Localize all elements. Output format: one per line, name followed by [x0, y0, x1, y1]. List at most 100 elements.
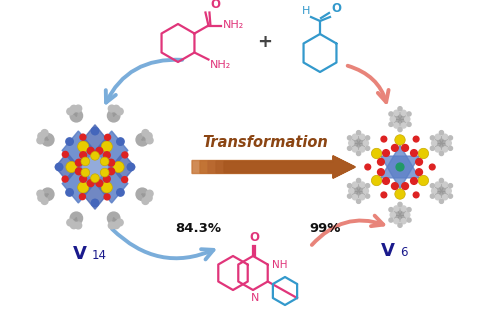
Circle shape [42, 188, 54, 200]
FancyArrow shape [200, 156, 355, 178]
Circle shape [390, 212, 396, 217]
Circle shape [394, 110, 399, 116]
Circle shape [70, 212, 82, 224]
Polygon shape [62, 131, 94, 170]
Circle shape [365, 164, 370, 170]
Circle shape [381, 192, 386, 198]
Circle shape [360, 134, 365, 139]
Circle shape [100, 168, 109, 177]
Circle shape [113, 105, 119, 112]
Circle shape [80, 134, 86, 140]
Circle shape [442, 147, 448, 152]
Circle shape [394, 218, 399, 224]
Circle shape [430, 194, 434, 198]
Text: 14: 14 [92, 249, 107, 262]
Circle shape [142, 130, 149, 136]
Circle shape [81, 157, 90, 166]
Circle shape [104, 176, 110, 182]
Circle shape [435, 182, 440, 187]
Circle shape [356, 151, 360, 155]
Circle shape [76, 168, 82, 175]
Circle shape [113, 161, 124, 173]
Circle shape [446, 188, 452, 194]
Polygon shape [111, 153, 134, 181]
Text: N: N [251, 293, 259, 303]
Circle shape [67, 219, 73, 226]
Circle shape [108, 159, 114, 166]
Circle shape [363, 188, 368, 194]
Text: NH₂: NH₂ [222, 20, 244, 30]
Circle shape [348, 136, 352, 140]
Circle shape [348, 194, 352, 198]
Text: NH₂: NH₂ [210, 61, 231, 70]
Circle shape [414, 192, 419, 198]
Polygon shape [56, 153, 79, 181]
Circle shape [407, 218, 411, 222]
Circle shape [434, 136, 448, 150]
Circle shape [381, 136, 386, 142]
Text: 6: 6 [400, 246, 407, 259]
Circle shape [62, 151, 68, 157]
Circle shape [442, 182, 448, 187]
Circle shape [389, 112, 393, 116]
Circle shape [442, 195, 448, 200]
Circle shape [442, 134, 448, 139]
Circle shape [404, 117, 410, 122]
Circle shape [360, 182, 365, 187]
Circle shape [398, 223, 402, 227]
Circle shape [435, 195, 440, 200]
Circle shape [401, 206, 406, 211]
FancyArrow shape [216, 156, 355, 178]
Circle shape [66, 161, 77, 173]
Circle shape [407, 208, 411, 212]
Circle shape [394, 123, 399, 128]
Circle shape [113, 222, 119, 229]
Circle shape [398, 128, 402, 132]
FancyArrow shape [208, 156, 355, 178]
Circle shape [80, 194, 86, 200]
Circle shape [41, 130, 48, 136]
Polygon shape [381, 145, 419, 178]
Circle shape [78, 182, 89, 193]
Circle shape [352, 134, 358, 139]
Circle shape [66, 189, 74, 196]
Circle shape [366, 136, 370, 140]
Circle shape [67, 108, 73, 115]
Circle shape [352, 182, 358, 187]
Polygon shape [96, 131, 128, 170]
Circle shape [440, 151, 444, 155]
Circle shape [116, 219, 123, 226]
Circle shape [356, 131, 360, 135]
Circle shape [136, 188, 148, 200]
Polygon shape [84, 181, 106, 209]
Text: O: O [249, 231, 259, 244]
Circle shape [352, 147, 358, 152]
Circle shape [92, 127, 98, 135]
Circle shape [366, 194, 370, 198]
Circle shape [80, 152, 86, 158]
Circle shape [116, 138, 124, 145]
Circle shape [352, 184, 366, 198]
Circle shape [389, 122, 393, 126]
Circle shape [104, 152, 110, 158]
Circle shape [410, 178, 418, 184]
Circle shape [393, 208, 407, 221]
Circle shape [392, 144, 398, 151]
Circle shape [146, 190, 153, 197]
Circle shape [90, 174, 100, 183]
Circle shape [62, 176, 68, 182]
Circle shape [116, 108, 123, 115]
Circle shape [116, 189, 124, 196]
Circle shape [348, 146, 352, 150]
Circle shape [352, 136, 366, 150]
Circle shape [392, 183, 398, 190]
Text: 84.3%: 84.3% [175, 221, 221, 234]
Circle shape [142, 198, 149, 204]
FancyArrow shape [224, 156, 355, 178]
Circle shape [389, 208, 393, 212]
Circle shape [401, 218, 406, 224]
Text: V: V [73, 245, 87, 263]
Circle shape [363, 140, 368, 146]
Circle shape [378, 169, 384, 176]
Circle shape [372, 175, 382, 186]
